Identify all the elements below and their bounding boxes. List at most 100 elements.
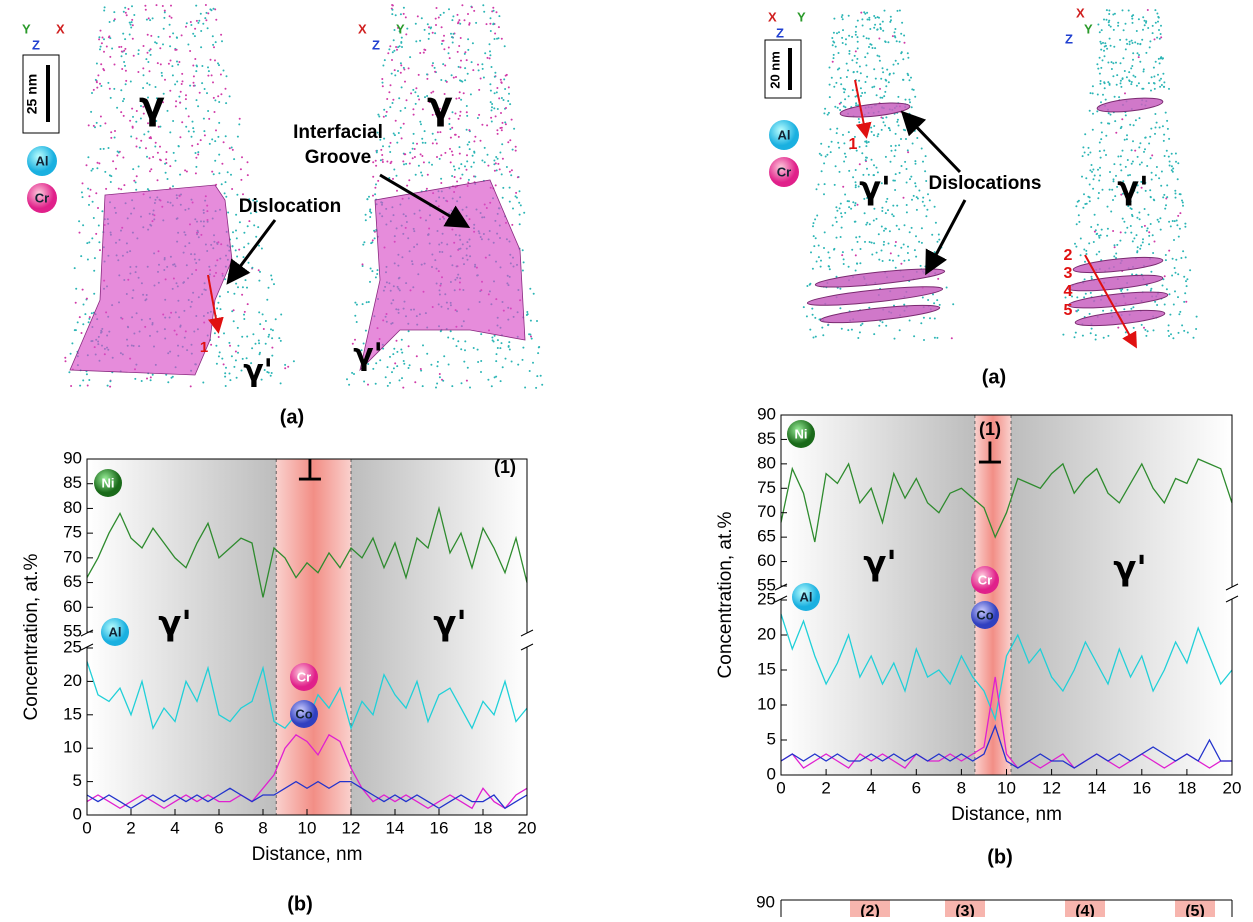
atom-dot xyxy=(1156,166,1158,168)
atom-dot xyxy=(900,33,902,35)
atom-dot xyxy=(509,349,511,351)
atom-dot xyxy=(814,218,816,220)
atom-dot xyxy=(1104,46,1106,48)
atom-dot xyxy=(874,47,876,49)
atom-dot xyxy=(497,339,499,341)
atom-dot xyxy=(831,77,833,79)
atom-dot xyxy=(1121,118,1123,120)
atom-dot xyxy=(1117,22,1119,24)
atom-dot xyxy=(94,257,96,259)
atom-dot xyxy=(99,48,101,50)
atom-dot xyxy=(1078,221,1080,223)
atom-dot xyxy=(1109,171,1111,173)
atom-dot xyxy=(877,55,879,57)
atom-dot xyxy=(184,169,186,171)
atom-dot xyxy=(103,38,105,40)
atom-dot xyxy=(453,165,455,167)
atom-dot xyxy=(520,204,522,206)
atom-dot xyxy=(500,79,502,81)
atom-dot xyxy=(866,76,868,78)
atom-dot xyxy=(97,74,99,76)
atom-dot xyxy=(1085,250,1087,252)
atom-dot xyxy=(1149,136,1151,138)
atom-dot xyxy=(1165,259,1167,261)
atom-dot xyxy=(1163,86,1165,88)
atom-dot xyxy=(185,26,187,28)
atom-dot xyxy=(1168,335,1170,337)
atom-dot xyxy=(508,341,510,343)
atom-dot xyxy=(922,297,924,299)
atom-dot xyxy=(1135,119,1137,121)
atom-dot xyxy=(195,166,197,168)
atom-dot xyxy=(833,32,835,34)
partial-panel: 90 (2) (3) (4) (5) xyxy=(756,892,1232,917)
atom-dot xyxy=(467,73,469,75)
atom-dot xyxy=(883,121,885,123)
atom-dot xyxy=(1122,218,1124,220)
atom-dot xyxy=(848,35,850,37)
atom-dot xyxy=(194,35,196,37)
atom-dot xyxy=(894,155,896,157)
atom-dot xyxy=(80,255,82,257)
atom-dot xyxy=(190,385,192,387)
atom-dot xyxy=(147,52,149,54)
atom-dot xyxy=(1132,14,1134,16)
atom-dot xyxy=(246,287,248,289)
atom-dot xyxy=(1136,217,1138,219)
atom-dot xyxy=(835,217,837,219)
atom-dot xyxy=(1180,257,1182,259)
atom-dot xyxy=(1174,190,1176,192)
atom-dot xyxy=(833,18,835,20)
atom-dot xyxy=(87,156,89,158)
atom-dot xyxy=(372,161,374,163)
atom-dot xyxy=(915,235,917,237)
atom-dot xyxy=(509,103,511,105)
atom-dot xyxy=(93,217,95,219)
atom-dot xyxy=(419,52,421,54)
atom-dot xyxy=(873,333,875,335)
atom-dot xyxy=(892,260,894,262)
atom-dot xyxy=(835,206,837,208)
atom-dot xyxy=(466,154,468,156)
atom-dot xyxy=(199,92,201,94)
atom-dot xyxy=(423,161,425,163)
atom-dot xyxy=(466,111,468,113)
atom-dot xyxy=(239,221,241,223)
atom-dot xyxy=(138,49,140,51)
atom-dot xyxy=(1177,296,1179,298)
atom-dot xyxy=(111,48,113,50)
atom-dot xyxy=(392,178,394,180)
atom-dot xyxy=(1175,153,1177,155)
atom-dot xyxy=(191,136,193,138)
atom-dot xyxy=(1155,61,1157,63)
atom-dot xyxy=(882,30,884,32)
atom-dot xyxy=(925,180,927,182)
atom-dot xyxy=(897,63,899,65)
annotation: ⊥ xyxy=(977,437,1003,470)
atom-dot xyxy=(450,137,452,139)
atom-dot xyxy=(905,99,907,101)
atom-dot xyxy=(473,162,475,164)
atom-dot xyxy=(824,231,826,233)
atom-dot xyxy=(951,337,953,339)
atom-dot xyxy=(833,86,835,88)
atom-dot xyxy=(1124,232,1126,234)
atom-dot xyxy=(876,252,878,254)
atom-dot xyxy=(855,102,857,104)
atom-dot xyxy=(454,169,456,171)
atom-dot xyxy=(422,385,424,387)
atom-dot xyxy=(1132,140,1134,142)
atom-dot xyxy=(1098,180,1100,182)
atom-dot xyxy=(70,385,72,387)
y-tick-label: 5 xyxy=(767,729,776,748)
atom-dot xyxy=(431,164,433,166)
atom-dot xyxy=(440,79,442,81)
atom-dot xyxy=(842,29,844,31)
atom-dot xyxy=(1110,114,1112,116)
atom-dot xyxy=(523,261,525,263)
atom-dot xyxy=(126,14,128,16)
atom-dot xyxy=(806,285,808,287)
x-axis-label: Distance, nm xyxy=(951,804,1062,825)
atom-dot xyxy=(211,9,213,11)
atom-dot xyxy=(860,12,862,14)
